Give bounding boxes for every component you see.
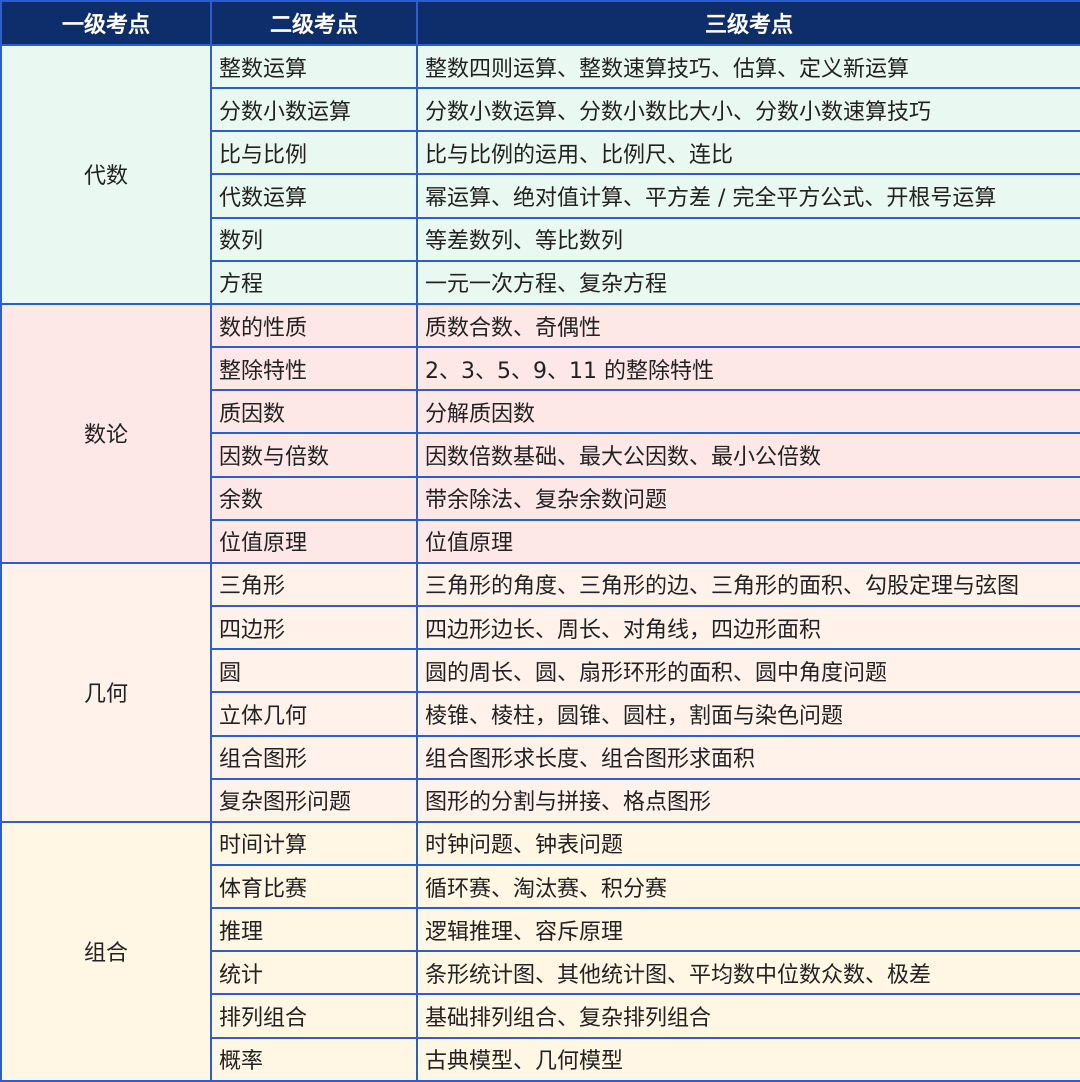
header-level3: 三级考点 — [416, 0, 1080, 46]
level2-cell: 圆 — [210, 648, 418, 694]
level3-cell: 分解质因数 — [416, 389, 1080, 435]
level2-cell: 整除特性 — [210, 346, 418, 392]
level3-cell: 条形统计图、其他统计图、平均数中位数众数、极差 — [416, 950, 1080, 996]
level2-cell: 比与比例 — [210, 130, 418, 176]
level2-cell: 统计 — [210, 950, 418, 996]
level2-cell: 三角形 — [210, 561, 418, 608]
level3-cell: 三角形的角度、三角形的边、三角形的面积、勾股定理与弦图 — [416, 561, 1080, 608]
level2-cell: 整数运算 — [210, 43, 418, 90]
level2-cell: 复杂图形问题 — [210, 777, 418, 823]
level3-cell: 图形的分割与拼接、格点图形 — [416, 777, 1080, 823]
level2-cell: 数的性质 — [210, 302, 418, 349]
table-row: 几何 三角形 三角形的角度、三角形的边、三角形的面积、勾股定理与弦图 — [0, 561, 1080, 823]
level1-cell: 几何 — [0, 561, 212, 823]
level3-cell: 幂运算、绝对值计算、平方差 / 完全平方公式、开根号运算 — [416, 173, 1080, 219]
level1-cell: 代数 — [0, 44, 212, 305]
level3-cell: 质数合数、奇偶性 — [416, 302, 1080, 349]
level3-cell: 棱锥、棱柱，圆锥、圆柱，割面与染色问题 — [416, 691, 1080, 737]
level2-cell: 概率 — [210, 1036, 418, 1082]
table-row: 代数 整数运算 整数四则运算、整数速算技巧、估算、定义新运算 — [0, 43, 1080, 305]
table-row: 代数运算 幂运算、绝对值计算、平方差 / 完全平方公式、开根号运算 — [1, 173, 1080, 219]
level3-cell: 循环赛、淘汰赛、积分赛 — [416, 863, 1080, 910]
header-level1: 一级考点 — [0, 0, 212, 46]
level3-cell: 位值原理 — [416, 518, 1080, 564]
level2-cell: 分数小数运算 — [210, 87, 418, 133]
level2-cell: 余数 — [210, 475, 418, 521]
table-row: 分数小数运算 分数小数运算、分数小数比大小、分数小数速算技巧 — [1, 87, 1080, 133]
level2-cell: 因数与倍数 — [210, 432, 418, 478]
level2-cell: 立体几何 — [210, 691, 418, 737]
level2-cell: 推理 — [210, 907, 418, 953]
level3-cell: 分数小数运算、分数小数比大小、分数小数速算技巧 — [416, 87, 1080, 133]
table-row: 数论 数的性质 质数合数、奇偶性 — [0, 302, 1080, 564]
level2-cell: 方程 — [210, 259, 418, 305]
header-row: 一级考点 二级考点 三级考点 — [0, 0, 1080, 46]
level2-cell: 位值原理 — [210, 518, 418, 564]
level2-cell: 四边形 — [210, 605, 418, 651]
level2-cell: 体育比赛 — [210, 863, 418, 910]
level3-cell: 2、3、5、9、11 的整除特性 — [416, 346, 1080, 392]
level3-cell: 一元一次方程、复杂方程 — [416, 259, 1080, 305]
level3-cell: 组合图形求长度、组合图形求面积 — [416, 734, 1080, 780]
level3-cell: 因数倍数基础、最大公因数、最小公倍数 — [416, 432, 1080, 478]
level3-cell: 基础排列组合、复杂排列组合 — [416, 993, 1080, 1039]
level2-cell: 组合图形 — [210, 734, 418, 780]
level3-cell: 等差数列、等比数列 — [416, 216, 1080, 262]
level3-cell: 古典模型、几何模型 — [416, 1036, 1080, 1082]
level3-cell: 整数四则运算、整数速算技巧、估算、定义新运算 — [416, 43, 1080, 90]
level3-cell: 圆的周长、圆、扇形环形的面积、圆中角度问题 — [416, 648, 1080, 694]
table-row: 因数与倍数 因数倍数基础、最大公因数、最小公倍数 — [1, 432, 1080, 478]
header-level2: 二级考点 — [210, 0, 418, 46]
level3-cell: 四边形边长、周长、对角线，四边形面积 — [416, 605, 1080, 651]
level2-cell: 排列组合 — [210, 993, 418, 1039]
table-row: 组合 时间计算 时钟问题、钟表问题 — [0, 820, 1080, 1082]
level2-cell: 代数运算 — [210, 173, 418, 219]
level3-cell: 带余除法、复杂余数问题 — [416, 475, 1080, 521]
level1-cell: 组合 — [0, 820, 212, 1082]
level3-cell: 逻辑推理、容斥原理 — [416, 907, 1080, 953]
table-row: 排列组合 基础排列组合、复杂排列组合 — [1, 993, 1080, 1039]
level2-cell: 时间计算 — [210, 820, 418, 866]
level2-cell: 数列 — [210, 216, 418, 262]
level3-cell: 时钟问题、钟表问题 — [416, 820, 1080, 866]
table-row: 立体几何 棱锥、棱柱，圆锥、圆柱，割面与染色问题 — [1, 691, 1080, 737]
level2-cell: 质因数 — [210, 389, 418, 435]
level3-cell: 比与比例的运用、比例尺、连比 — [416, 130, 1080, 176]
level1-cell: 数论 — [0, 302, 212, 564]
